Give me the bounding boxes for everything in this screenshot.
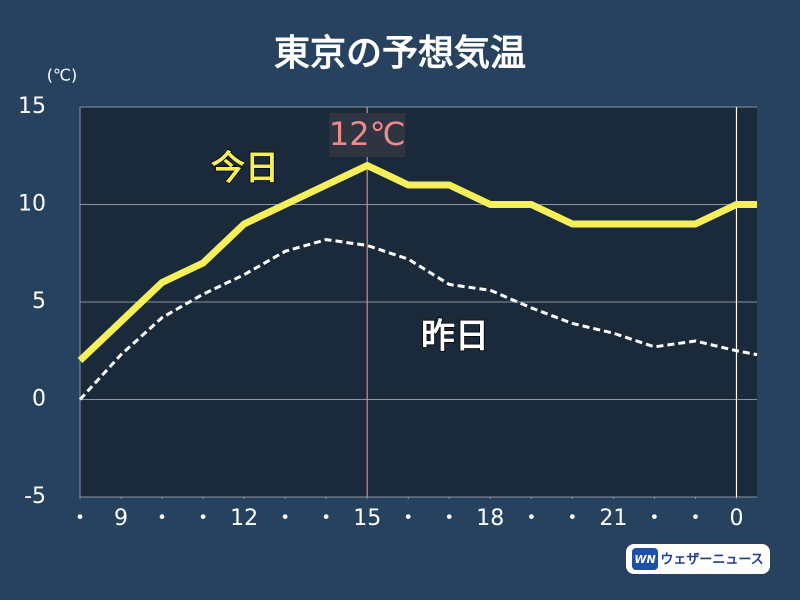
x-tick-label: 0	[729, 506, 743, 531]
x-tick-label: 21	[599, 506, 627, 531]
y-tick-label: 5	[32, 289, 46, 314]
y-tick-label: 10	[18, 192, 46, 217]
y-tick-label: -5	[24, 484, 46, 509]
x-tick-label: 15	[353, 506, 381, 531]
logo-mark: WN	[634, 553, 655, 566]
logo: WN ウェザーニュース	[626, 544, 770, 574]
x-tick-label: ・	[643, 506, 665, 531]
y-unit: (℃)	[47, 66, 77, 85]
logo-box	[626, 544, 770, 574]
x-tick-label: 18	[476, 506, 504, 531]
x-tick-label: ・	[151, 506, 173, 531]
x-tick-label: ・	[69, 506, 91, 531]
x-tick-label: ・	[561, 506, 583, 531]
x-tick-label: ・	[684, 506, 706, 531]
annotation: 12℃	[329, 115, 406, 153]
y-tick-label: 15	[18, 94, 46, 119]
x-tick-label: 12	[230, 506, 258, 531]
series-line	[78, 238, 758, 401]
x-tick-label: ・	[520, 506, 542, 531]
y-tick-label: 0	[32, 387, 46, 412]
series-line	[77, 162, 757, 364]
logo-icon	[632, 548, 658, 570]
series-label: 昨日	[421, 317, 489, 357]
x-tick-label: ・	[438, 506, 460, 531]
annotation-box	[329, 113, 406, 157]
x-tick-label: 9	[114, 506, 128, 531]
x-tick-label: ・	[192, 506, 214, 531]
x-tick-label: ・	[397, 506, 419, 531]
x-tick-label: ・	[315, 506, 337, 531]
x-tick-label: ・	[274, 506, 296, 531]
series-label: 今日	[211, 149, 279, 189]
chart-title: 東京の予想気温	[274, 32, 526, 74]
logo-text: ウェザーニュース	[660, 553, 763, 568]
